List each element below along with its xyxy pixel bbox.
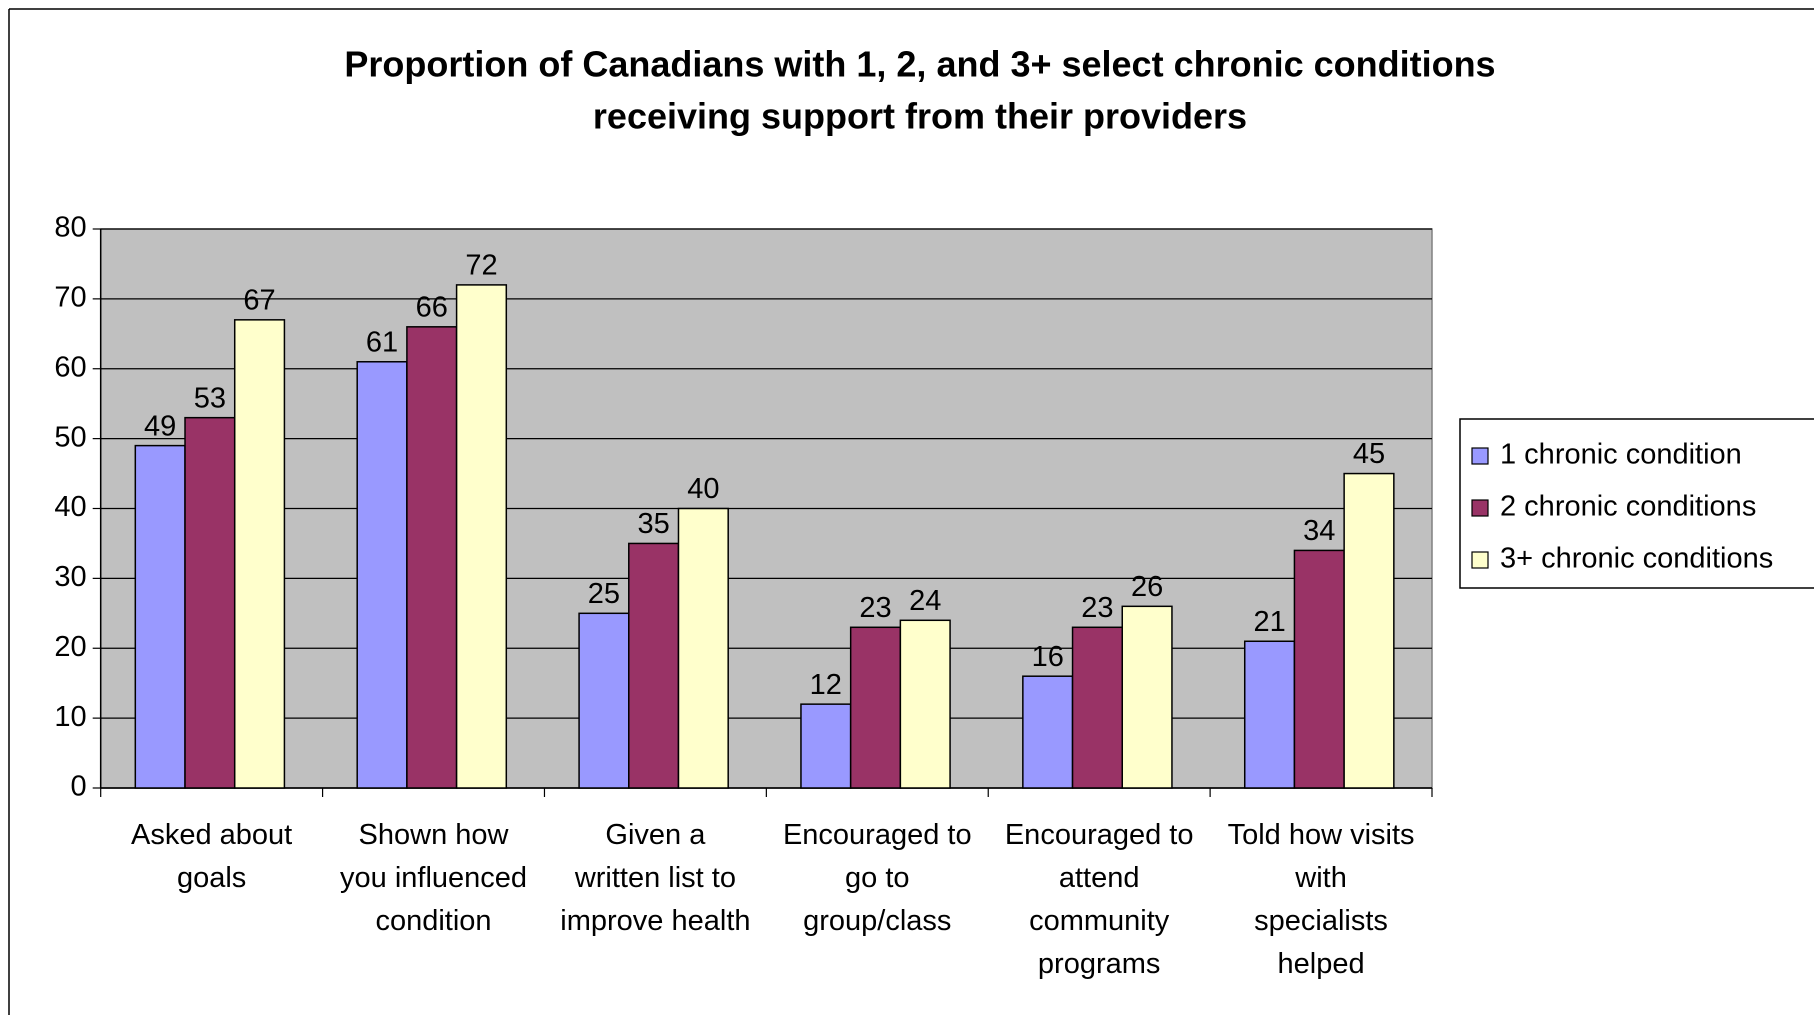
value-label: 40 (687, 473, 719, 505)
y-tick-label: 0 (71, 771, 87, 803)
legend-swatch (1471, 551, 1489, 569)
bar (578, 612, 630, 789)
legend-label: 3+ chronic conditions (1500, 543, 1773, 575)
legend-box (1459, 418, 1814, 589)
value-label: 49 (144, 410, 176, 442)
y-tick-label: 30 (54, 561, 86, 593)
bar (1022, 675, 1074, 789)
y-tick-label: 40 (54, 491, 86, 523)
value-label: 24 (909, 585, 941, 617)
y-tick-label: 60 (54, 351, 86, 383)
legend-swatch (1471, 447, 1489, 465)
bar (233, 319, 286, 789)
bar (356, 361, 408, 789)
value-label: 53 (194, 382, 226, 414)
value-label: 16 (1032, 641, 1064, 673)
value-label: 25 (588, 578, 620, 610)
x-tick-label: Shown how you influenced condition (340, 819, 527, 937)
bar (134, 444, 186, 789)
bar (800, 703, 852, 789)
x-tick-label: Asked about goals (131, 819, 292, 894)
value-label: 67 (243, 284, 275, 316)
y-tick-label: 10 (54, 701, 86, 733)
bar (1121, 605, 1173, 789)
y-tick-label: 70 (54, 282, 86, 314)
legend-label: 2 chronic conditions (1500, 491, 1756, 523)
bar (184, 416, 236, 789)
chart-subtitle: receiving support from their providers (593, 96, 1247, 137)
value-label: 26 (1131, 571, 1163, 603)
bar (628, 542, 680, 789)
bar (849, 626, 902, 789)
value-label: 61 (366, 326, 398, 358)
legend-swatch (1471, 499, 1489, 517)
y-tick-label: 50 (54, 421, 86, 453)
y-tick-label: 20 (54, 631, 86, 663)
value-label: 35 (638, 508, 670, 540)
value-label: 23 (1081, 592, 1113, 624)
y-tick-label: 80 (54, 212, 86, 244)
value-label: 21 (1253, 606, 1285, 638)
bar (1293, 549, 1345, 789)
x-tick-label: Given a written list to improve health (560, 819, 750, 937)
value-label: 45 (1353, 438, 1385, 470)
bar (1071, 626, 1124, 789)
value-label: 34 (1303, 515, 1335, 547)
bar (899, 619, 951, 789)
bar (1243, 640, 1296, 789)
value-label: 23 (859, 592, 891, 624)
bar (455, 284, 508, 789)
legend-label: 1 chronic condition (1500, 439, 1742, 471)
x-tick-label: Encouraged to go to group/class (783, 819, 972, 937)
value-label: 72 (465, 250, 497, 282)
chart-title: Proportion of Canadians with 1, 2, and 3… (344, 44, 1495, 85)
bar (406, 326, 458, 789)
value-label: 12 (810, 669, 842, 701)
bar (1343, 472, 1395, 789)
x-tick-label: Told how visits with specialists helped (1228, 819, 1415, 980)
value-label: 66 (416, 291, 448, 323)
x-tick-label: Encouraged to attend community programs (1005, 819, 1194, 980)
bar (677, 507, 729, 789)
